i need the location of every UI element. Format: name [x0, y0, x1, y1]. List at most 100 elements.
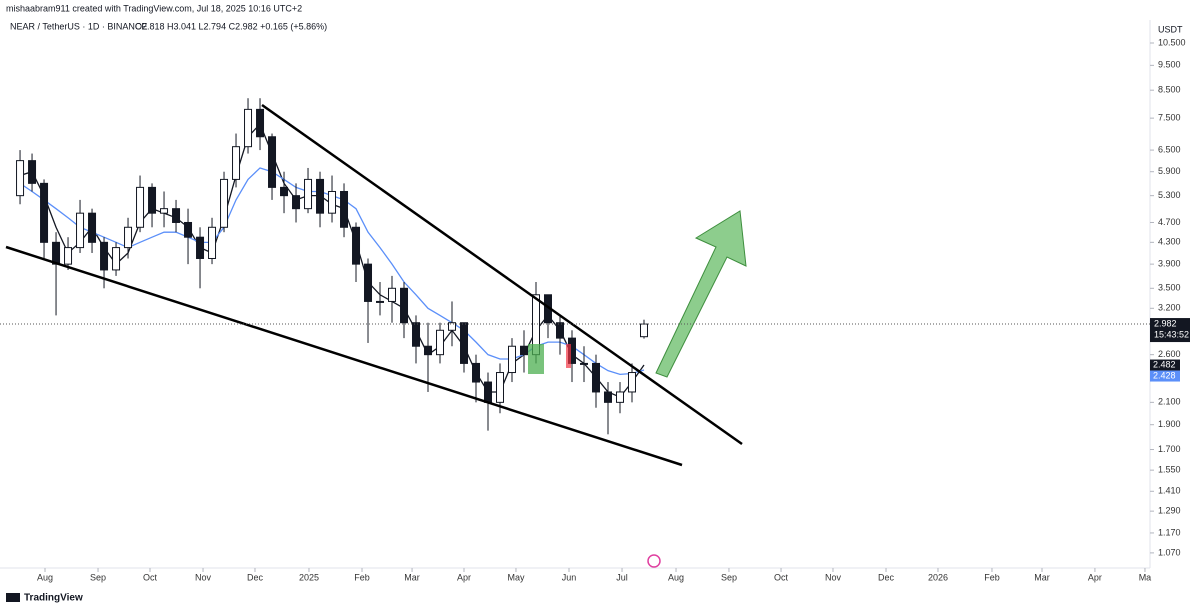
- candle-body: [148, 186, 157, 214]
- candle-body: [508, 345, 517, 374]
- ohlc-info: O2.818 H3.041 L2.794 C2.982 +0.165 (+5.8…: [135, 21, 327, 31]
- candle-body: [400, 287, 409, 324]
- x-tick-label: Apr: [457, 572, 471, 582]
- x-tick-label: Aug: [668, 572, 684, 582]
- brand: TradingView: [24, 593, 83, 604]
- candle-body: [88, 212, 97, 243]
- last-price-box: [1150, 318, 1190, 343]
- candle-body: [460, 322, 469, 364]
- last-price-label: 2.982: [1154, 318, 1177, 328]
- candle-body: [591, 362, 600, 393]
- candle-body: [292, 195, 301, 210]
- y-tick-label: 8.500: [1158, 85, 1181, 95]
- candle-body: [627, 372, 636, 393]
- x-tick-label: Oct: [774, 572, 789, 582]
- demand-box: [528, 344, 544, 374]
- y-tick-label: 7.500: [1158, 113, 1181, 123]
- ma-price-label: 2.482: [1153, 359, 1176, 369]
- drawings: [5, 103, 747, 568]
- ma-price-box: [1150, 370, 1180, 382]
- candle-body: [208, 226, 217, 259]
- x-tick-label: Dec: [247, 572, 264, 582]
- upper-trendline: [261, 103, 743, 446]
- y-tick-label: 2.600: [1158, 349, 1181, 359]
- y-tick-label: 2.100: [1158, 397, 1181, 407]
- x-tick-label: May: [507, 572, 525, 582]
- candle-body: [328, 190, 337, 214]
- candle-body: [184, 221, 193, 238]
- ma-price-box: [1150, 359, 1180, 371]
- candle-body: [520, 345, 529, 356]
- y-tick-label: 9.500: [1158, 60, 1181, 70]
- attribution: mishaabram911 created with TradingView.c…: [6, 3, 302, 13]
- x-tick-label: Jun: [562, 572, 577, 582]
- candle-body: [124, 226, 133, 249]
- y-tick-label: 4.300: [1158, 237, 1181, 247]
- candle-body: [220, 178, 229, 228]
- candle-body: [268, 136, 277, 188]
- y-tick-label: 3.500: [1158, 283, 1181, 293]
- candle-body: [639, 323, 648, 338]
- candle-body: [40, 182, 49, 243]
- candle-body: [603, 391, 612, 403]
- countdown: 15:43:52: [1154, 329, 1189, 339]
- candle-body: [364, 263, 373, 302]
- candle-body: [256, 108, 265, 138]
- candle-body: [615, 391, 624, 403]
- candle-body: [232, 146, 241, 180]
- symbol-title: NEAR / TetherUS · 1D · BINANCE: [10, 21, 147, 31]
- brand-logo: [6, 593, 20, 602]
- target-arrow: [655, 210, 747, 378]
- x-tick-label: Sep: [721, 572, 737, 582]
- event-icon: [647, 554, 661, 568]
- candle-body: [472, 362, 481, 383]
- candle-body: [579, 362, 588, 365]
- y-tick-label: 1.410: [1158, 486, 1181, 496]
- x-tick-label: 2025: [299, 572, 319, 582]
- candle-body: [352, 226, 361, 265]
- y-tick-label: 5.300: [1158, 190, 1181, 200]
- candle-body: [448, 322, 457, 331]
- currency: USDT: [1158, 24, 1183, 34]
- y-tick-label: 1.700: [1158, 444, 1181, 454]
- lower-trendline: [5, 245, 683, 467]
- candle-body: [52, 241, 61, 265]
- candle-body: [160, 208, 169, 214]
- y-tick-label: 1.070: [1158, 547, 1181, 557]
- x-tick-label: Nov: [825, 572, 842, 582]
- y-tick-label: 3.200: [1158, 303, 1181, 313]
- y-tick-label: 10.500: [1158, 37, 1186, 47]
- candle-body: [172, 208, 181, 223]
- ma-price-label: 2.428: [1153, 370, 1176, 380]
- candle-body: [196, 236, 205, 259]
- y-tick-label: 6.500: [1158, 144, 1181, 154]
- x-tick-label: Oct: [143, 572, 158, 582]
- candle-body: [76, 212, 85, 249]
- candle-body: [316, 178, 325, 214]
- x-tick-label: Sep: [90, 572, 106, 582]
- x-tick-label: Feb: [984, 572, 1000, 582]
- x-tick-label: Mar: [404, 572, 420, 582]
- candle-body: [424, 345, 433, 356]
- candle-body: [484, 381, 493, 403]
- y-tick-label: 3.900: [1158, 259, 1181, 269]
- candle-body: [388, 287, 397, 302]
- candle-body: [28, 160, 37, 184]
- candle-body: [436, 329, 445, 356]
- y-tick-label: 1.550: [1158, 465, 1181, 475]
- x-tick-label: Aug: [37, 572, 53, 582]
- x-tick-label: 2026: [928, 572, 948, 582]
- candle-body: [340, 190, 349, 228]
- y-tick-label: 1.290: [1158, 506, 1181, 516]
- y-tick-label: 1.900: [1158, 419, 1181, 429]
- x-tick-label: Dec: [878, 572, 895, 582]
- candle-body: [496, 372, 505, 403]
- candle-body: [556, 322, 565, 339]
- candle-body: [136, 186, 145, 228]
- supply-box: [566, 344, 571, 368]
- candle-body: [16, 160, 25, 197]
- candle-body: [100, 241, 109, 271]
- x-tick-label: Apr: [1088, 572, 1102, 582]
